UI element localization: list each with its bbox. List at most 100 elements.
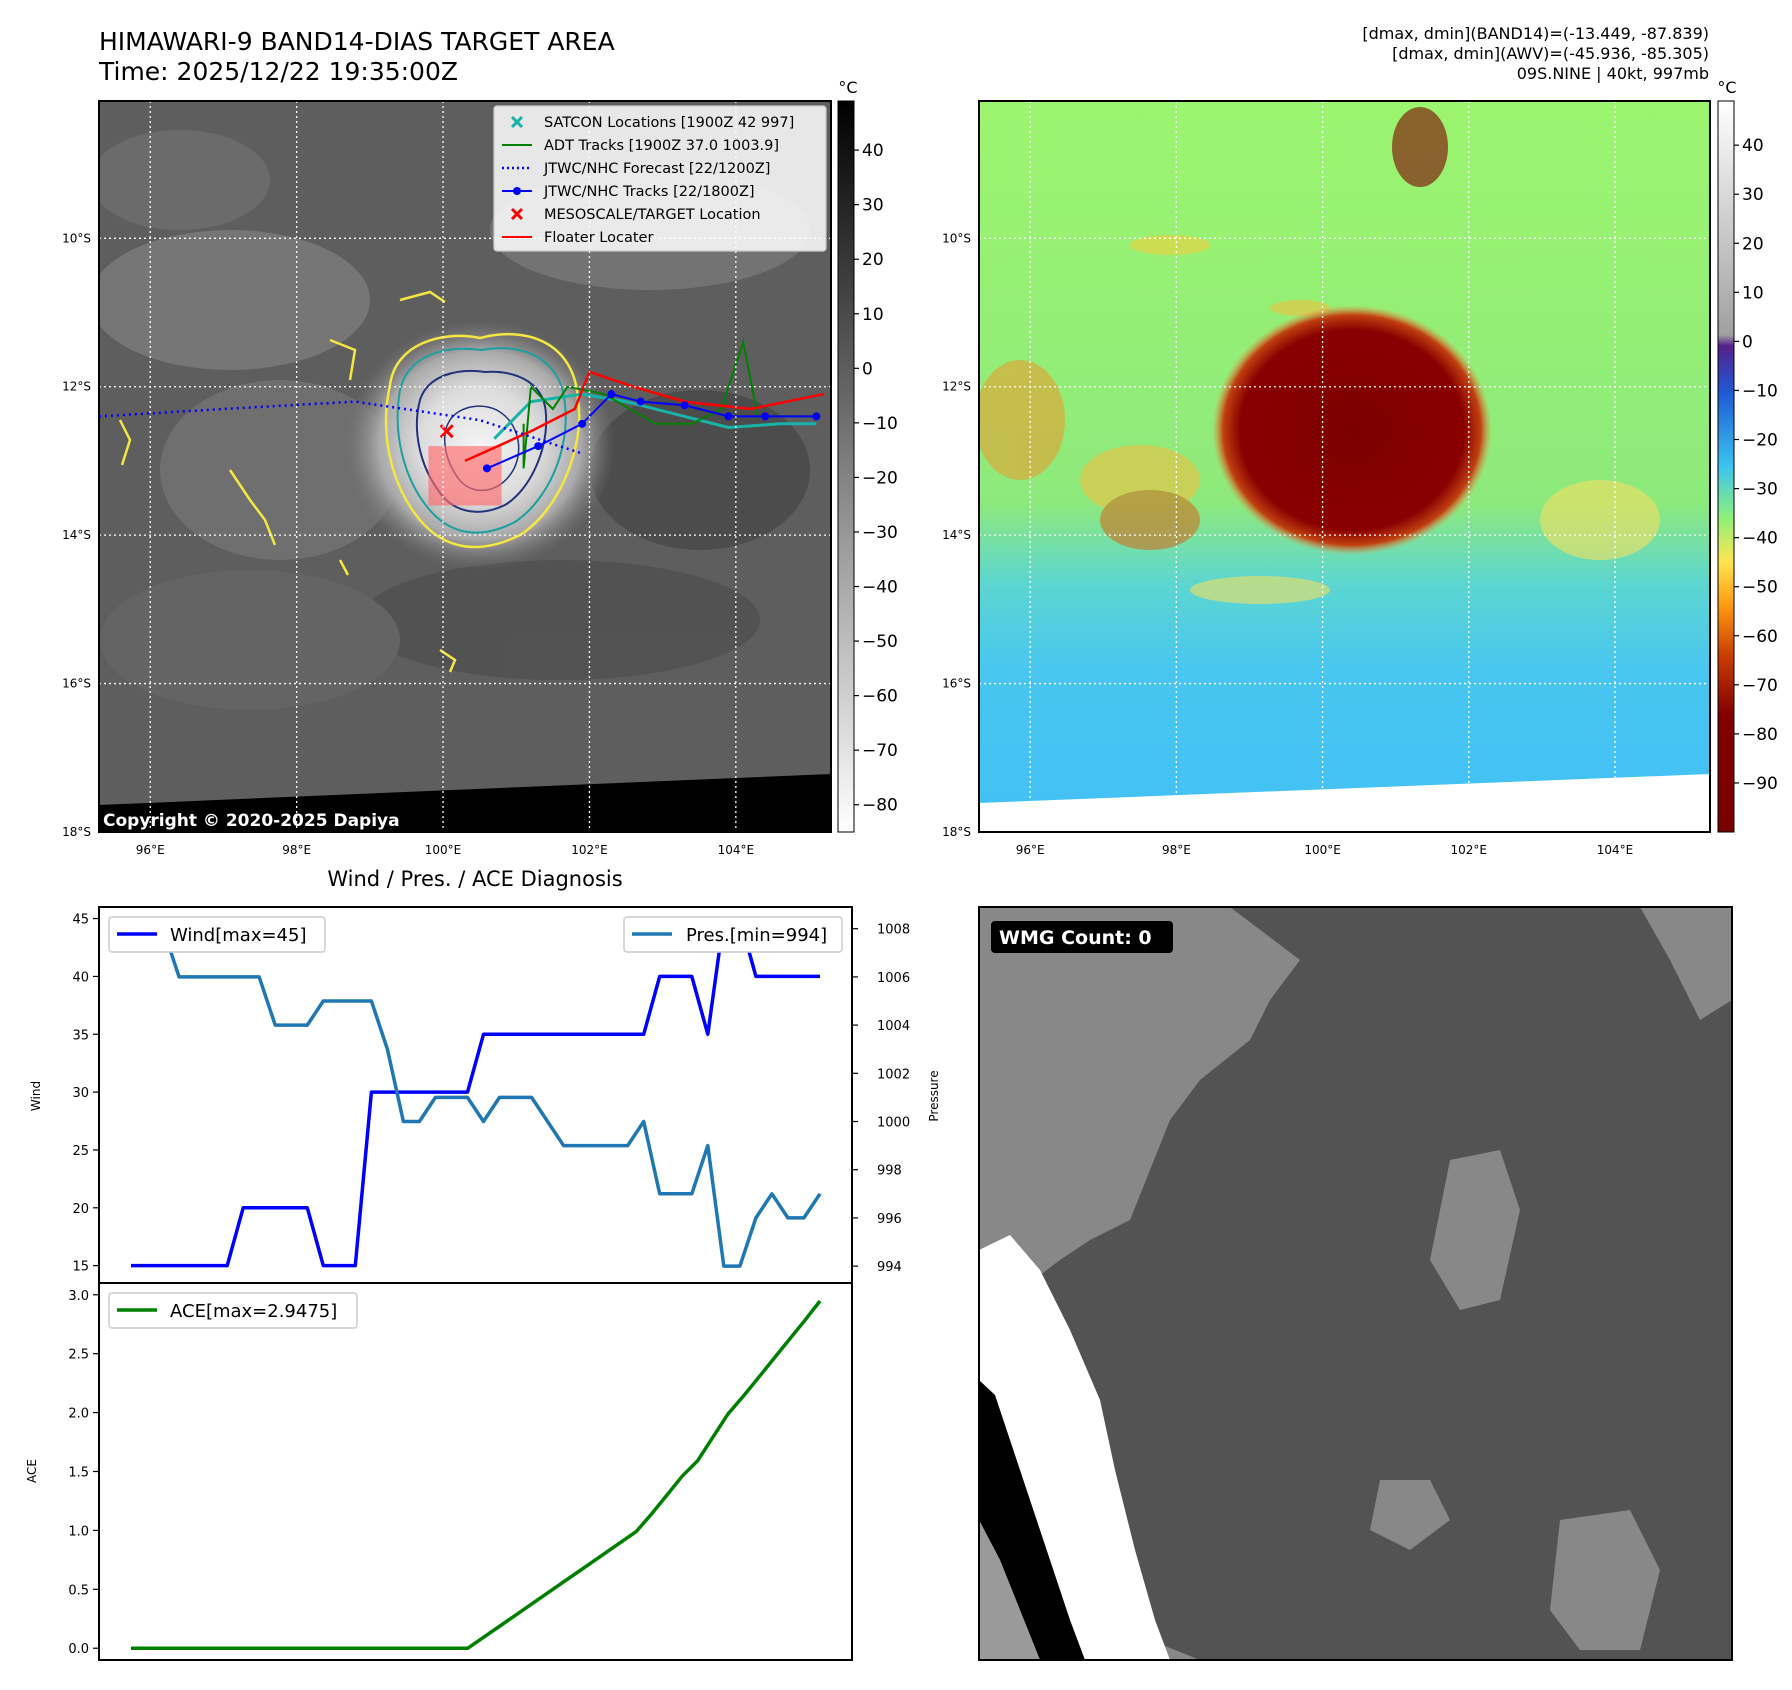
jtwc-track-point bbox=[812, 412, 821, 421]
jtwc-track-point bbox=[636, 397, 645, 406]
ir-map-frame bbox=[98, 100, 832, 833]
awv-x-tick-label: 100°E bbox=[1304, 843, 1341, 857]
awv-x-ticks: 96°E 98°E 100°E 102°E 104°E bbox=[1016, 843, 1633, 857]
wmg-gray-pockets bbox=[1370, 907, 1732, 1650]
colorbar-tick-label: −60 bbox=[1742, 627, 1778, 647]
line-dot-icon bbox=[502, 187, 532, 195]
ir-contour-teal bbox=[396, 347, 567, 534]
awv-map-frame bbox=[978, 100, 1711, 833]
ace-y-tick-label: 1.5 bbox=[68, 1466, 89, 1481]
jtwc-track-point bbox=[761, 412, 770, 421]
awv-x-tick-label: 96°E bbox=[1016, 843, 1045, 857]
ace-ylabel: ACE bbox=[25, 1459, 39, 1483]
ace-y-ticks: 0.0 0.5 1.0 1.5 2.0 2.5 3.0 bbox=[68, 1289, 99, 1657]
colorbar-tick-label: −80 bbox=[1742, 725, 1778, 745]
jtwc-track-point bbox=[482, 464, 491, 473]
jtwc-track-point bbox=[607, 390, 616, 399]
ir-target-box bbox=[428, 446, 502, 506]
satcon-track bbox=[493, 392, 817, 440]
ace-legend-label: ACE[max=2.9475] bbox=[170, 1301, 337, 1322]
colorbar-tick-label: 0 bbox=[1742, 332, 1753, 352]
awv-x-tick-label: 98°E bbox=[1162, 843, 1191, 857]
x-marker-icon bbox=[510, 207, 524, 221]
copyright-text: Copyright © 2020-2025 Dapiya bbox=[103, 811, 400, 831]
jtwc-track-point bbox=[578, 419, 587, 428]
ir-title-line1: HIMAWARI-9 BAND14-DIAS TARGET AREA bbox=[99, 27, 615, 56]
info-line1: [dmax, dmin](BAND14)=(-13.449, -87.839) bbox=[1362, 24, 1709, 43]
wind-ylabel: Wind bbox=[29, 1081, 43, 1111]
pressure-y-tick-label: 996 bbox=[877, 1212, 902, 1227]
adt-track bbox=[522, 338, 817, 469]
colorbar-tick-label: −30 bbox=[1742, 480, 1778, 500]
jtwc-track-point bbox=[680, 401, 689, 410]
colorbar-tick-label: 10 bbox=[1742, 283, 1764, 303]
ir-y-tick-label: 16°S bbox=[62, 677, 91, 691]
target-area-box bbox=[428, 446, 502, 506]
jtwc-track-point bbox=[724, 412, 733, 421]
wmg-black-band bbox=[979, 1380, 1085, 1660]
legend-item: JTWC/NHC Tracks [22/1800Z] bbox=[502, 184, 755, 200]
wind-y-tick-label: 20 bbox=[72, 1202, 89, 1217]
ace-y-tick-label: 3.0 bbox=[68, 1289, 89, 1304]
colorbar-tick-label: 20 bbox=[1742, 234, 1764, 254]
awv-y-ticks: 10°S 12°S 14°S 16°S 18°S bbox=[942, 231, 971, 839]
ir-y-tick-label: 12°S bbox=[62, 380, 91, 394]
ir-colorbar: °C 40 30 20 10 0 −10 −20 −30 −40 −50 −60 −70 −80 bbox=[837, 78, 898, 833]
wmg-lower-left-patch bbox=[979, 1520, 1040, 1660]
legend-item: MESOSCALE/TARGET Location bbox=[510, 207, 761, 223]
wmg-dark-region bbox=[990, 907, 1732, 1660]
pressure-y-tick-label: 1000 bbox=[877, 1116, 910, 1131]
wind-pressure-plot: 15 20 25 30 35 40 45 994 996 998 1000 1002 1004 1006… bbox=[29, 906, 941, 1284]
awv-storm-core bbox=[1212, 305, 1492, 555]
ir-tracks bbox=[99, 338, 824, 473]
colorbar-tick-label: −10 bbox=[1742, 381, 1778, 401]
awv-x-tick-label: 104°E bbox=[1597, 843, 1634, 857]
awv-gridlines bbox=[979, 101, 1710, 832]
awv-colorbar-unit: °C bbox=[1717, 78, 1736, 97]
ir-y-tick-label: 14°S bbox=[62, 528, 91, 542]
ir-x-tick-label: 100°E bbox=[425, 843, 462, 857]
colorbar-tick-label: −10 bbox=[862, 414, 898, 434]
info-line3: 09S.NINE | 40kt, 997mb bbox=[1517, 64, 1709, 83]
colorbar-tick-label: −60 bbox=[862, 687, 898, 707]
ir-legend: SATCON Locations [1900Z 42 997] ADT Track… bbox=[493, 105, 827, 252]
wind-y-tick-label: 40 bbox=[72, 970, 89, 985]
ir-x-tick-label: 98°E bbox=[282, 843, 311, 857]
pressure-y-tick-label: 1002 bbox=[877, 1067, 910, 1082]
pressure-y-tick-label: 998 bbox=[877, 1164, 902, 1179]
colorbar-tick-label: −20 bbox=[862, 468, 898, 488]
colorbar-tick-label: −70 bbox=[862, 741, 898, 761]
wind-line bbox=[131, 916, 820, 1268]
ir-coast-contours bbox=[118, 290, 457, 673]
pressure-y-tick-label: 1008 bbox=[877, 923, 910, 938]
ace-y-tick-label: 2.0 bbox=[68, 1407, 89, 1422]
x-marker-icon bbox=[510, 115, 524, 129]
awv-y-tick-label: 18°S bbox=[942, 825, 971, 839]
ir-x-tick-label: 96°E bbox=[136, 843, 165, 857]
ir-x-tick-label: 104°E bbox=[718, 843, 755, 857]
colorbar-tick-label: −90 bbox=[1742, 774, 1778, 794]
ir-land-mask bbox=[99, 774, 831, 832]
legend-item: SATCON Locations [1900Z 42 997] bbox=[510, 115, 794, 131]
legend-label: SATCON Locations [1900Z 42 997] bbox=[544, 115, 794, 131]
ace-y-tick-label: 2.5 bbox=[68, 1348, 89, 1363]
ir-contour-yellow bbox=[384, 333, 581, 549]
wind-y-tick-label: 25 bbox=[72, 1144, 89, 1159]
colorbar-tick-label: −30 bbox=[862, 523, 898, 543]
wmg-panel: WMG Count: 0 bbox=[978, 906, 1733, 1661]
pressure-y-tick-label: 1004 bbox=[877, 1019, 910, 1034]
wind-y-tick-label: 15 bbox=[72, 1260, 89, 1275]
awv-map bbox=[979, 101, 1710, 832]
legend-label: Floater Locater bbox=[544, 230, 653, 246]
awv-y-tick-label: 10°S bbox=[942, 231, 971, 245]
ace-y-tick-label: 1.0 bbox=[68, 1524, 89, 1539]
wind-legend: Wind[max=45] bbox=[108, 916, 326, 953]
jtwc-track-point bbox=[534, 442, 543, 451]
ir-y-ticks: 10°S 12°S 14°S 16°S 18°S bbox=[62, 231, 91, 839]
ace-y-tick-label: 0.5 bbox=[68, 1583, 89, 1598]
awv-y-tick-label: 12°S bbox=[942, 380, 971, 394]
legend-item: JTWC/NHC Forecast [22/1200Z] bbox=[502, 161, 770, 177]
awv-y-tick-label: 14°S bbox=[942, 528, 971, 542]
ir-colorbar-unit: °C bbox=[838, 78, 857, 97]
